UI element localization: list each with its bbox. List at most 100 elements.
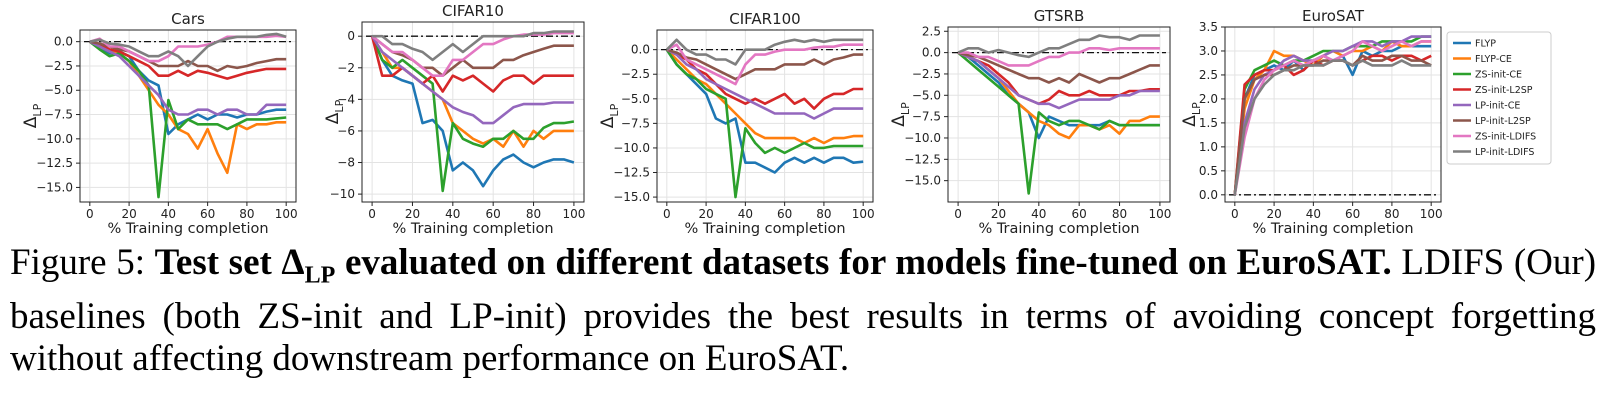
- y-tick-label: −10.0: [36, 132, 73, 146]
- caption-bold-prefix: Test set Δ: [154, 242, 305, 283]
- y-axis-label: ΔLP: [598, 103, 621, 128]
- panel-eurosat: 0 20 40 60 80 100 3.5 3.0 2.5 2.0 1.5 1.0 0.5 0.0 Euro…: [1180, 7, 1443, 237]
- y-tick-label: 0: [347, 29, 355, 43]
- y-tick-label: 3.5: [1199, 20, 1218, 34]
- series-line-lp-init-ldifs: [1233, 59, 1432, 195]
- legend-entry: FLYP: [1475, 39, 1496, 50]
- legend: FLYP FLYP-CE ZS-init-CE ZS-init-L2SP LP-init…: [1446, 31, 1552, 165]
- series-line-zs-init-ldifs: [371, 31, 574, 77]
- y-tick-label: −10.0: [904, 131, 941, 145]
- caption-bold-rest: evaluated on different datasets for mode…: [344, 242, 1392, 283]
- x-tick-label: 80: [816, 207, 831, 221]
- x-tick-label: 60: [486, 207, 501, 221]
- panel-title: Cars: [171, 10, 205, 28]
- x-tick-label: 80: [239, 207, 254, 221]
- y-tick-label: 0.0: [1199, 188, 1218, 202]
- y-tick-label: −6: [337, 124, 355, 138]
- y-tick-label: −12.5: [36, 156, 73, 170]
- caption-rest: LDIFS (Our) baselines (both ZS-init and …: [10, 242, 1597, 380]
- y-axis-label: ΔLP: [21, 103, 44, 128]
- x-axis-label: % Training completion: [978, 221, 1139, 237]
- y-tick-label: 1.0: [1199, 140, 1218, 154]
- y-tick-label: −10: [330, 187, 355, 201]
- y-axis-label: ΔLP: [1180, 102, 1203, 127]
- x-tick-label: 80: [1384, 207, 1399, 221]
- y-tick-label: −8: [337, 156, 355, 170]
- series-line-lp-init-ldifs: [957, 34, 1160, 59]
- x-tick-label: 20: [1266, 207, 1281, 221]
- series-line-zs-init-ce: [88, 40, 287, 199]
- series-line-lp-init-l2sp: [89, 40, 287, 73]
- x-tick-label: 80: [526, 207, 541, 221]
- y-tick-label: −2: [337, 61, 355, 75]
- x-tick-label: 20: [698, 207, 713, 221]
- legend-box: [1446, 31, 1552, 165]
- panel-cars: 0 20 40 60 80 100 0.0 −2.5 −5.0 −7.5 −10.0 −12.5 −15…: [21, 10, 298, 237]
- panel-title: EuroSAT: [1302, 7, 1365, 25]
- legend-entry: FLYP-CE: [1475, 54, 1512, 65]
- y-tick-label: −7.5: [44, 108, 73, 122]
- series-line-zs-init-ldifs: [666, 43, 864, 86]
- x-tick-label: 80: [1112, 207, 1127, 221]
- series-line-lp-init-l2sp: [666, 48, 864, 81]
- y-tick-label: −2.5: [44, 59, 73, 73]
- y-tick-label: −10.0: [613, 141, 650, 155]
- y-tick-label: 0.5: [1199, 164, 1218, 178]
- series-line-zs-init-ldifs: [958, 46, 1160, 67]
- x-axis-label: % Training completion: [107, 221, 268, 237]
- x-tick-label: 100: [275, 207, 298, 221]
- figure-panels: 0 20 40 60 80 100 0.0 −2.5 −5.0 −7.5 −10.0 −12.5 −15…: [21, 2, 1552, 237]
- series-line-flyp: [370, 35, 575, 188]
- y-tick-label: −7.5: [621, 116, 650, 130]
- x-tick-label: 40: [1306, 207, 1321, 221]
- x-tick-label: 40: [738, 207, 753, 221]
- panel-cifar100: 0 20 40 60 80 100 0.0 −2.5 −5.0 −7.5 −10.0 −12.5 −15…: [598, 10, 875, 237]
- y-tick-label: −2.5: [912, 67, 941, 81]
- x-tick-label: 100: [1148, 207, 1171, 221]
- series-line-zs-init-ce: [370, 35, 575, 193]
- panel-gtsrb: 0 20 40 60 80 100 2.5 0.0 −2.5 −5.0 −7.5 −10.0 −12.5…: [889, 7, 1171, 237]
- panel-cifar10: 0 20 40 60 80 100 0 −2 −4 −6 −8 −10 CIFAR10 % Trainin…: [323, 2, 585, 237]
- y-axis-label-main: Δ: [1180, 115, 1200, 127]
- y-axis-label-sub: LP: [333, 99, 346, 112]
- x-tick-label: 0: [368, 207, 376, 221]
- panel-title: CIFAR10: [442, 2, 504, 20]
- y-axis-label: ΔLP: [889, 102, 912, 127]
- caption-label: Figure 5:: [10, 242, 145, 283]
- panel-title: GTSRB: [1034, 7, 1085, 25]
- legend-entry: LP-init-CE: [1475, 101, 1520, 112]
- y-tick-label: −4: [337, 92, 355, 106]
- series-line-lp-init-ldifs: [372, 30, 574, 62]
- x-tick-label: 0: [954, 207, 962, 221]
- series-line-lp-init-ce: [371, 35, 574, 125]
- x-tick-label: 20: [121, 207, 136, 221]
- x-tick-label: 60: [200, 207, 215, 221]
- x-tick-label: 60: [777, 207, 792, 221]
- panel-title: CIFAR100: [729, 10, 800, 28]
- y-tick-label: −12.5: [613, 166, 650, 180]
- x-tick-label: 100: [1420, 207, 1443, 221]
- x-tick-label: 100: [562, 207, 585, 221]
- series-line-zs-init-l2sp: [957, 51, 1160, 106]
- y-axis-label-sub: LP: [899, 102, 912, 115]
- series-line-zs-init-ce: [665, 48, 864, 199]
- axes-frame: [361, 21, 585, 203]
- series-line-zs-init-ce: [957, 51, 1160, 195]
- x-tick-label: 40: [161, 207, 176, 221]
- x-tick-label: 0: [1231, 207, 1239, 221]
- x-tick-label: 20: [405, 207, 420, 221]
- series-line-lp-init-ldifs: [665, 38, 864, 66]
- y-tick-label: 2.5: [1199, 68, 1218, 82]
- x-tick-label: 0: [663, 207, 671, 221]
- y-tick-label: 0.0: [631, 43, 650, 57]
- y-axis-label-main: Δ: [21, 116, 41, 128]
- series-line-lp-init-ce: [957, 51, 1160, 110]
- y-tick-label: 0.0: [922, 46, 941, 60]
- y-tick-label: 3.0: [1199, 44, 1218, 58]
- axes-frame: [947, 26, 1171, 203]
- x-axis-label: % Training completion: [392, 221, 553, 237]
- y-tick-label: 1.5: [1199, 116, 1218, 130]
- y-tick-label: −5.0: [621, 92, 650, 106]
- legend-entry: ZS-init-LDIFS: [1475, 132, 1536, 143]
- x-tick-label: 0: [86, 207, 94, 221]
